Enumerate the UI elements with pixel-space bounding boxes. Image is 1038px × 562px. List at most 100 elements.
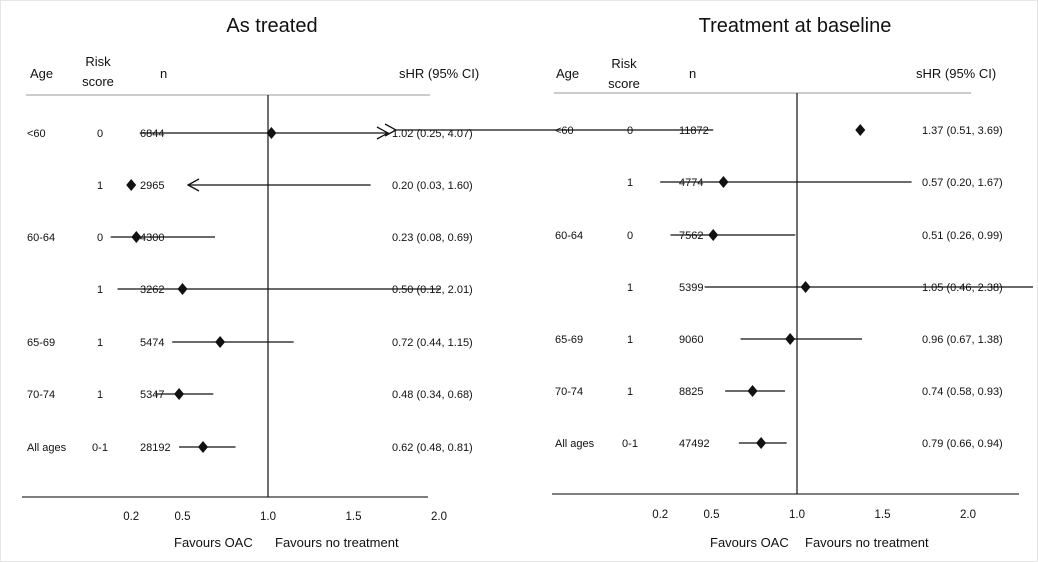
row-ci-text: 1.37 (0.51, 3.69) xyxy=(922,125,1003,137)
header-risk-line1: Risk xyxy=(611,56,637,71)
row-age: 60-64 xyxy=(555,230,583,242)
row-ci-text: 0.57 (0.20, 1.67) xyxy=(922,177,1003,189)
row-n: 28192 xyxy=(140,442,171,454)
row-n: 6844 xyxy=(140,128,164,140)
row-n: 3262 xyxy=(140,284,164,296)
x-tick-label: 1.0 xyxy=(260,511,276,523)
forest-plot-as-treated: As treated Age Risk score n sHR (95% CI)… xyxy=(22,15,479,550)
favours-left-label: Favours OAC xyxy=(174,535,253,550)
forest-row: 70-74 1 5347 0.48 (0.34, 0.68) xyxy=(27,388,473,401)
row-ci-text: 1.05 (0.46, 2.38) xyxy=(922,282,1003,294)
row-risk-score: 0 xyxy=(97,128,103,140)
point-estimate xyxy=(174,388,185,400)
row-risk-score: 1 xyxy=(97,284,103,296)
row-age: 70-74 xyxy=(555,386,583,398)
x-tick-label: 2.0 xyxy=(431,511,447,523)
forest-row: 60-64 0 4300 0.23 (0.08, 0.69) xyxy=(27,231,473,244)
point-estimate xyxy=(198,441,209,453)
row-n: 7562 xyxy=(679,230,703,242)
row-ci-text: 0.96 (0.67, 1.38) xyxy=(922,334,1003,346)
row-risk-score: 1 xyxy=(97,389,103,401)
row-age: 70-74 xyxy=(27,389,55,401)
point-estimate xyxy=(756,437,767,449)
x-tick-label: 0.5 xyxy=(704,509,720,521)
header-effect: sHR (95% CI) xyxy=(916,66,996,81)
chart-marks: 0.2 0.5 1.0 1.5 2.0 <60 0 11872 1.37 (0.51, 3.69… xyxy=(384,93,1033,521)
header-n: n xyxy=(160,66,167,81)
row-age: All ages xyxy=(27,442,67,454)
row-risk-score: 1 xyxy=(97,180,103,192)
row-n: 5474 xyxy=(140,337,164,349)
x-tick-label: 0.2 xyxy=(652,509,668,521)
chart-title: As treated xyxy=(226,15,317,37)
point-estimate xyxy=(747,385,758,397)
row-n: 4774 xyxy=(679,177,703,189)
header-risk-line1: Risk xyxy=(85,54,111,69)
chart-title: Treatment at baseline xyxy=(699,15,892,37)
row-ci-text: 0.51 (0.26, 0.99) xyxy=(922,230,1003,242)
row-risk-score: 0 xyxy=(627,230,633,242)
row-n: 8825 xyxy=(679,386,703,398)
row-ci-text: 1.02 (0.25, 4.07) xyxy=(392,128,473,140)
forest-row: 1 4774 0.57 (0.20, 1.67) xyxy=(627,176,1003,189)
row-n: 4300 xyxy=(140,232,164,244)
row-n: 47492 xyxy=(679,438,710,450)
ci-arrow-left xyxy=(186,178,200,192)
ci-arrow-right xyxy=(376,126,390,140)
row-risk-score: 1 xyxy=(627,334,633,346)
point-estimate xyxy=(131,231,142,243)
point-estimate xyxy=(718,176,729,188)
point-estimate xyxy=(785,333,796,345)
forest-row: <60 0 11872 1.37 (0.51, 3.69) xyxy=(384,123,1003,137)
row-risk-score: 0-1 xyxy=(92,442,108,454)
favours-left-label: Favours OAC xyxy=(710,535,789,550)
ci-arrow-right xyxy=(384,123,398,137)
row-risk-score: 0 xyxy=(97,232,103,244)
point-estimate xyxy=(855,124,866,136)
row-ci-text: 0.72 (0.44, 1.15) xyxy=(392,337,473,349)
forest-plot-treatment-at-baseline: Treatment at baseline Age Risk score n s… xyxy=(384,0,1038,562)
header-risk-line2: score xyxy=(82,74,114,89)
row-n: 11872 xyxy=(679,125,709,137)
chart-marks: 0.2 0.5 1.0 1.5 2.0 <60 0 6844 1.02 (0.25, 4.07)… xyxy=(27,95,473,523)
row-age: 65-69 xyxy=(27,337,55,349)
x-tick-label: 1.5 xyxy=(875,509,891,521)
x-tick-label: 0.5 xyxy=(175,511,191,523)
row-age: 60-64 xyxy=(27,232,55,244)
point-estimate xyxy=(266,127,277,139)
forest-row: 1 2965 0.20 (0.03, 1.60) xyxy=(97,178,473,192)
header-risk-line2: score xyxy=(608,76,640,91)
row-risk-score: 1 xyxy=(627,177,633,189)
point-estimate xyxy=(177,283,188,295)
forest-row: 65-69 1 9060 0.96 (0.67, 1.38) xyxy=(555,333,1003,346)
row-ci-text: 0.23 (0.08, 0.69) xyxy=(392,232,473,244)
forest-row: 1 5399 1.05 (0.46, 2.38) xyxy=(627,281,1033,294)
x-tick-label: 1.5 xyxy=(346,511,362,523)
favours-right-label: Favours no treatment xyxy=(805,535,929,550)
row-ci-text: 0.50 (0.12, 2.01) xyxy=(392,284,473,296)
row-age: All ages xyxy=(555,438,595,450)
forest-row: 70-74 1 8825 0.74 (0.58, 0.93) xyxy=(555,385,1003,398)
row-risk-score: 1 xyxy=(627,282,633,294)
row-n: 5347 xyxy=(140,389,164,401)
forest-row: 1 3262 0.50 (0.12, 2.01) xyxy=(97,283,473,296)
row-ci-text: 0.74 (0.58, 0.93) xyxy=(922,386,1003,398)
row-n: 5399 xyxy=(679,282,703,294)
header-age: Age xyxy=(556,66,579,81)
row-risk-score: 1 xyxy=(97,337,103,349)
favours-right-label: Favours no treatment xyxy=(275,535,399,550)
point-estimate xyxy=(215,336,226,348)
x-tick-label: 2.0 xyxy=(960,509,976,521)
header-age: Age xyxy=(30,66,53,81)
header-effect: sHR (95% CI) xyxy=(399,66,479,81)
row-ci-text: 0.62 (0.48, 0.81) xyxy=(392,442,473,454)
forest-row: All ages 0-1 47492 0.79 (0.66, 0.94) xyxy=(555,437,1003,450)
row-ci-text: 0.79 (0.66, 0.94) xyxy=(922,438,1003,450)
row-age: <60 xyxy=(555,125,574,137)
point-estimate xyxy=(708,229,719,241)
forest-plot-svg: As treated Age Risk score n sHR (95% CI)… xyxy=(22,15,479,550)
forest-row: <60 0 6844 1.02 (0.25, 4.07) xyxy=(27,126,473,140)
forest-plot-svg: Treatment at baseline Age Risk score n s… xyxy=(384,15,1033,550)
x-tick-label: 0.2 xyxy=(123,511,139,523)
row-ci-text: 0.20 (0.03, 1.60) xyxy=(392,180,473,192)
